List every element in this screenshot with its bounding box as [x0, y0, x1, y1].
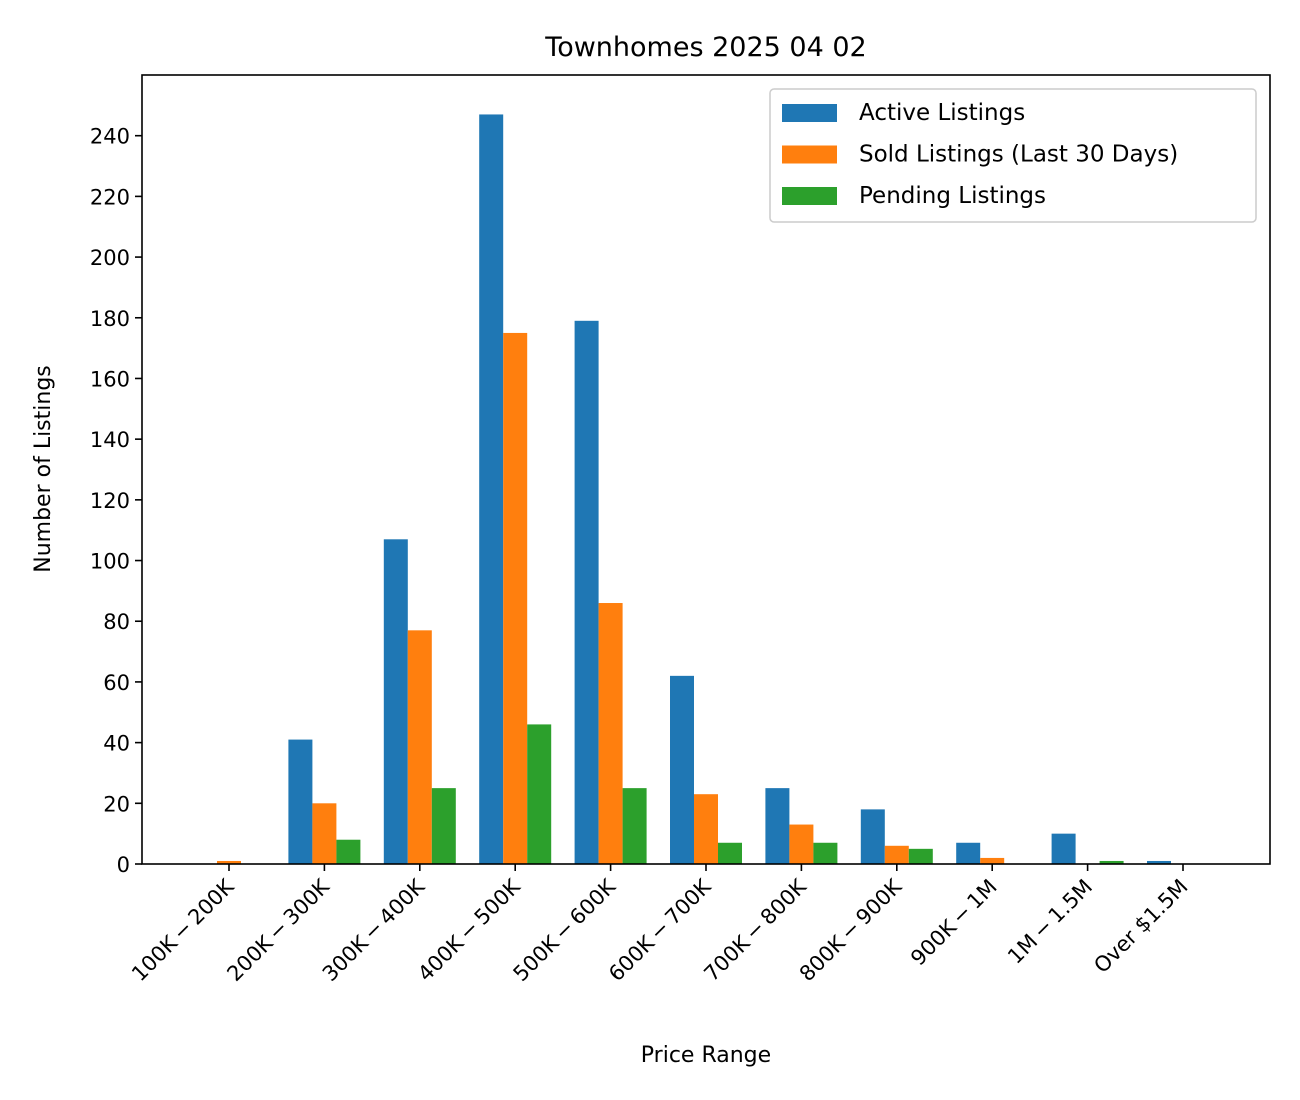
y-tick-label: 200: [90, 246, 130, 270]
legend-swatch: [782, 187, 837, 205]
bar-active-listings: [1147, 860, 1171, 864]
y-tick-label: 180: [90, 307, 130, 331]
y-axis-label: Number of Listings: [31, 365, 56, 573]
legend-label: Sold Listings (Last 30 Days): [859, 142, 1178, 168]
legend-swatch: [782, 145, 837, 164]
x-tick-label: Over $1.5M: [1089, 875, 1192, 978]
x-axis-label: Price Range: [641, 1043, 771, 1068]
bar-sold-listings-last-30-days: [694, 794, 718, 864]
bar-pending-listings: [1099, 860, 1124, 864]
bar-sold-listings-last-30-days: [407, 630, 432, 864]
bar-active-listings: [288, 739, 313, 864]
y-tick-label: 140: [90, 428, 130, 452]
bar-active-listings: [956, 842, 981, 864]
y-tick-label: 60: [103, 671, 130, 695]
bar-pending-listings: [718, 842, 742, 864]
bar-sold-listings-last-30-days: [789, 824, 814, 864]
bar-pending-listings: [908, 848, 933, 864]
bar-active-listings: [670, 675, 694, 864]
y-tick-label: 0: [117, 853, 130, 877]
y-tick-label: 120: [90, 489, 130, 513]
legend: Active Listings Sold Listings (Last 30 Da…: [769, 88, 1257, 223]
x-tick-label: 800K − 900K: [795, 874, 907, 986]
bar-active-listings: [479, 114, 504, 864]
bar-pending-listings: [336, 839, 361, 864]
bar-active-listings: [860, 809, 885, 864]
bar-series-group: [217, 114, 1171, 864]
bar-sold-listings-last-30-days: [884, 845, 909, 864]
bar-pending-listings: [622, 788, 647, 864]
bar-sold-listings-last-30-days: [598, 603, 623, 864]
bar-sold-listings-last-30-days: [503, 332, 528, 864]
bar-active-listings: [574, 320, 599, 864]
y-tick-label: 240: [90, 125, 130, 149]
bar-pending-listings: [527, 724, 552, 864]
y-tick-label: 100: [90, 550, 130, 574]
bar-sold-listings-last-30-days: [217, 860, 241, 864]
legend-label: Pending Listings: [859, 183, 1046, 209]
y-tick-label: 20: [103, 792, 130, 816]
y-tick-label: 80: [103, 610, 130, 634]
legend-label: Active Listings: [859, 100, 1025, 126]
bar-active-listings: [383, 539, 408, 864]
bar-active-listings: [765, 788, 790, 864]
legend-swatch: [782, 104, 837, 122]
legend-box: [769, 88, 1257, 223]
bar-pending-listings: [431, 788, 456, 864]
plot-frame: [141, 74, 1271, 865]
bar-sold-listings-last-30-days: [980, 857, 1005, 864]
bar-sold-listings-last-30-days: [312, 803, 337, 864]
bar-pending-listings: [813, 842, 838, 864]
y-tick-label: 160: [90, 367, 130, 391]
y-tick-label: 40: [103, 732, 130, 756]
x-tick-label: 1M − 1.5M: [1003, 875, 1097, 969]
chart-title: Townhomes 2025 04 02: [544, 32, 866, 63]
y-tick-label: 220: [90, 185, 130, 209]
x-tick-label: 900K − 1M: [906, 875, 1002, 971]
y-axis-ticks: 0 20 40 60 80 100 120 140 160 180 200 220 240: [90, 125, 142, 877]
bar-active-listings: [1051, 833, 1076, 864]
